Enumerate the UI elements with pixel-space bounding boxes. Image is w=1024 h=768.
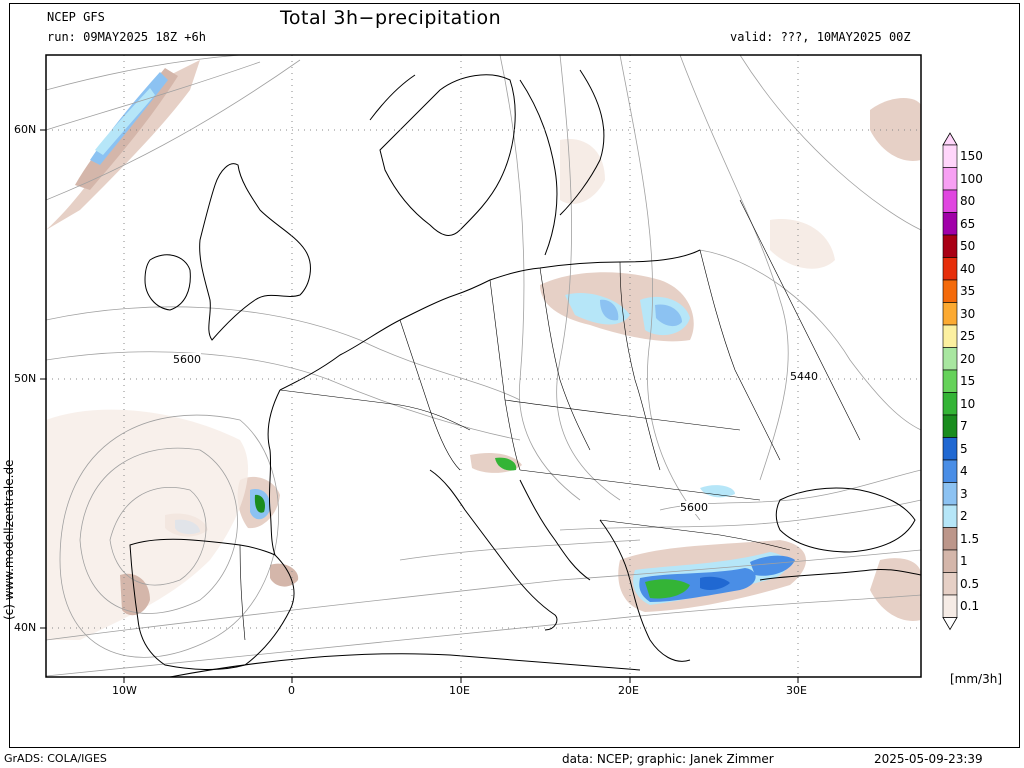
country-borders xyxy=(239,199,861,641)
map-title: Total 3h−precipitation xyxy=(280,7,502,29)
colorbar-level-label: 5 xyxy=(960,441,968,456)
footer-timestamp: 2025-05-09-23:39 xyxy=(874,752,983,766)
colorbar-level-label: 10 xyxy=(960,396,976,411)
lon-label-0: 0 xyxy=(288,684,295,697)
colorbar-level-label: 65 xyxy=(960,216,976,231)
contour-label: 5600 xyxy=(173,353,201,366)
lon-label-10w: 10W xyxy=(112,684,137,697)
lon-label-30e: 30E xyxy=(786,684,807,697)
run-info: run: 09MAY2025 18Z +6h xyxy=(47,30,206,44)
colorbar-level-label: 150 xyxy=(960,149,983,163)
model-name: NCEP GFS xyxy=(47,10,105,24)
precip-field xyxy=(46,60,921,640)
colorbar-level-label: 30 xyxy=(960,306,976,321)
colorbar-level-label: 50 xyxy=(960,239,976,253)
figure-frame xyxy=(9,3,1020,748)
colorbar-level-label: 0.5 xyxy=(960,576,980,591)
colorbar-level-label: 15 xyxy=(960,374,976,388)
colorbar-level-label: 2 xyxy=(960,509,968,523)
map-border xyxy=(45,54,922,678)
contour-label: 5440 xyxy=(790,370,818,383)
coastlines xyxy=(129,69,921,677)
lat-label-60n: 60N xyxy=(14,123,37,136)
colorbar-level-label: 100 xyxy=(960,171,983,186)
footer-grads: GrADS: COLA/IGES xyxy=(4,752,107,765)
colorbar-level-label: 35 xyxy=(960,284,976,298)
colorbar-level-label: 0.1 xyxy=(960,599,980,613)
colorbar-level-label: 1 xyxy=(960,554,968,568)
colorbar-level-label: 20 xyxy=(960,351,976,366)
lon-label-20e: 20E xyxy=(618,684,639,697)
lat-label-40n: 40N xyxy=(14,621,37,634)
colorbar-level-label: 40 xyxy=(960,261,976,276)
colorbar-level-label: 25 xyxy=(960,329,976,343)
footer-data-credit: data: NCEP; graphic: Janek Zimmer xyxy=(562,752,774,766)
lon-label-10e: 10E xyxy=(449,684,470,697)
colorbar-level-label: 80 xyxy=(960,194,976,208)
colorbar-unit: [mm/3h] xyxy=(950,672,1003,686)
contour-label: 5600 xyxy=(680,501,708,514)
colorbar-level-label: 3 xyxy=(960,486,968,501)
colorbar-level-label: 4 xyxy=(960,464,968,478)
axis-ticks xyxy=(40,129,799,683)
lat-label-50n: 50N xyxy=(14,372,37,385)
valid-time: valid: ???, 10MAY2025 00Z xyxy=(730,30,911,44)
colorbar-level-label: 7 xyxy=(960,419,968,433)
colorbar-level-label: 1.5 xyxy=(960,531,980,546)
